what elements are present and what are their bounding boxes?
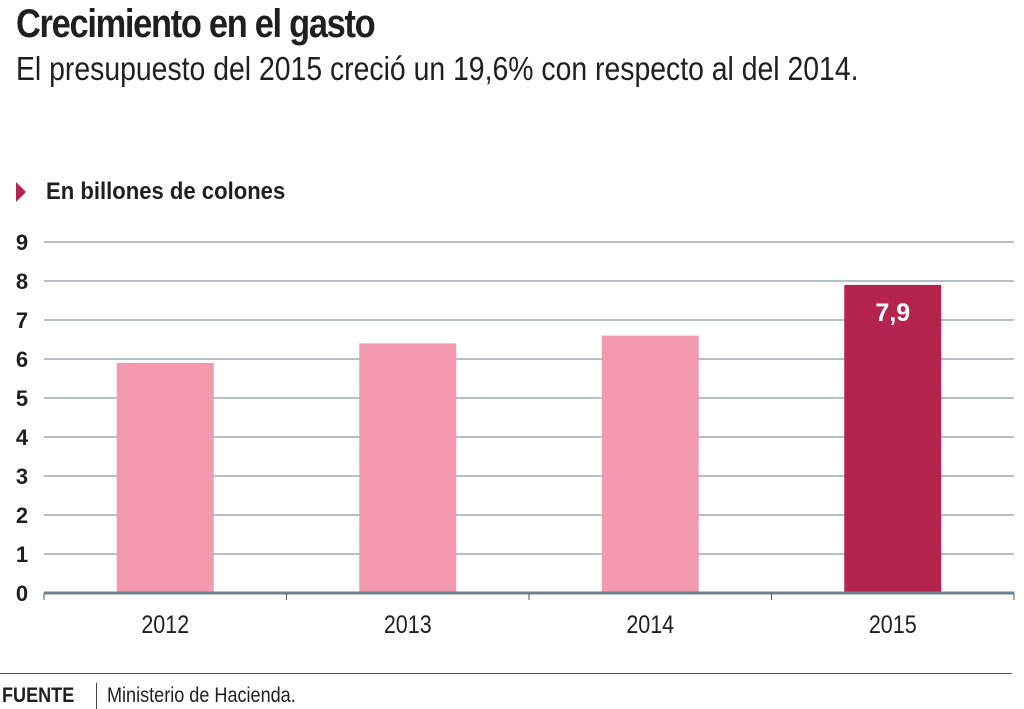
footer: FUENTE Ministerio de Hacienda. (2, 683, 326, 709)
y-tick-label: 1 (16, 542, 28, 567)
x-axis-ticks: 2012 2013 2014 2015 (141, 610, 916, 638)
unit-label-text: En billones de colones (46, 178, 286, 205)
bar-2014 (601, 335, 699, 593)
y-tick-label: 2 (16, 503, 28, 528)
unit-label: En billones de colones (16, 178, 306, 206)
source-label: FUENTE (2, 684, 75, 707)
y-tick-label: 6 (16, 347, 28, 372)
source-text: Ministerio de Hacienda. (107, 684, 296, 707)
x-axis (43, 591, 1015, 600)
footer-separator (96, 683, 97, 709)
y-tick-label: 8 (16, 269, 28, 294)
bar-2015 (844, 284, 942, 593)
x-tick-label: 2013 (384, 610, 432, 638)
y-tick-label: 9 (16, 230, 28, 255)
triangle-marker-icon (16, 182, 26, 202)
footer-divider (0, 673, 1012, 674)
chart-title: Crecimiento en el gasto (16, 2, 376, 46)
data-label: 7,9 (875, 299, 910, 327)
x-tick-label: 2014 (626, 610, 674, 638)
y-tick-label: 5 (16, 386, 28, 411)
bar-2013 (359, 343, 457, 593)
y-tick-label: 4 (16, 425, 29, 450)
x-tick-label: 2012 (141, 610, 189, 638)
y-tick-label: 7 (16, 308, 28, 333)
data-labels: 7,9 (875, 299, 910, 327)
y-tick-label: 3 (16, 464, 28, 489)
bar-chart: 0 1 2 3 4 5 6 7 8 9 2012 2013 2014 2015 7,9 (16, 230, 1015, 638)
x-tick-label: 2015 (869, 610, 917, 638)
chart-subtitle: El presupuesto del 2015 creció un 19,6% … (16, 50, 859, 87)
y-axis-ticks: 0 1 2 3 4 5 6 7 8 9 (16, 230, 29, 606)
bar-2012 (116, 362, 214, 593)
bars (116, 284, 942, 593)
y-tick-label: 0 (16, 581, 28, 606)
